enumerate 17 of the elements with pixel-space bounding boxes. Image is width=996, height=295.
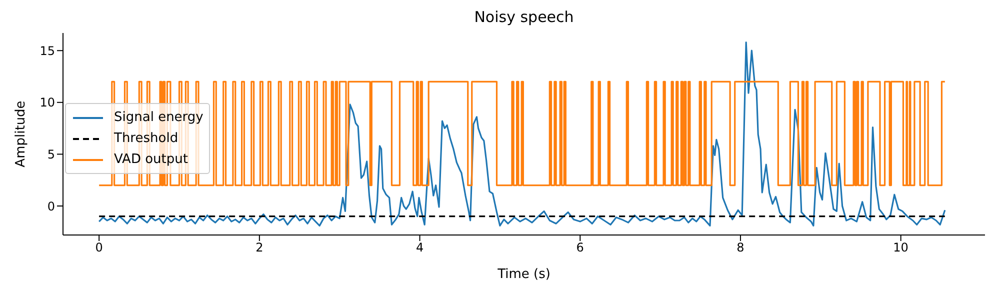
x-tick-label: 8	[736, 240, 744, 255]
x-tick-label: 10	[893, 240, 908, 255]
y-tick-label: 5	[47, 147, 55, 162]
x-axis-title: Time (s)	[496, 267, 550, 282]
x-tick-label: 6	[576, 240, 584, 255]
y-tick-label: 0	[47, 199, 55, 214]
y-axis-title: Amplitude	[14, 100, 29, 168]
y-tick-label: 10	[40, 96, 55, 110]
y-tick-label: 15	[40, 44, 55, 58]
chart-title: Noisy speech	[473, 8, 575, 26]
x-tick-label: 0	[95, 240, 103, 255]
legend-label: Threshold	[114, 130, 178, 148]
x-tick-label: 4	[416, 240, 424, 255]
x-tick-label: 2	[256, 240, 264, 255]
legend-label: VAD output	[114, 151, 188, 169]
line-series	[98, 42, 946, 226]
legend-label: Signal energy	[114, 109, 204, 127]
